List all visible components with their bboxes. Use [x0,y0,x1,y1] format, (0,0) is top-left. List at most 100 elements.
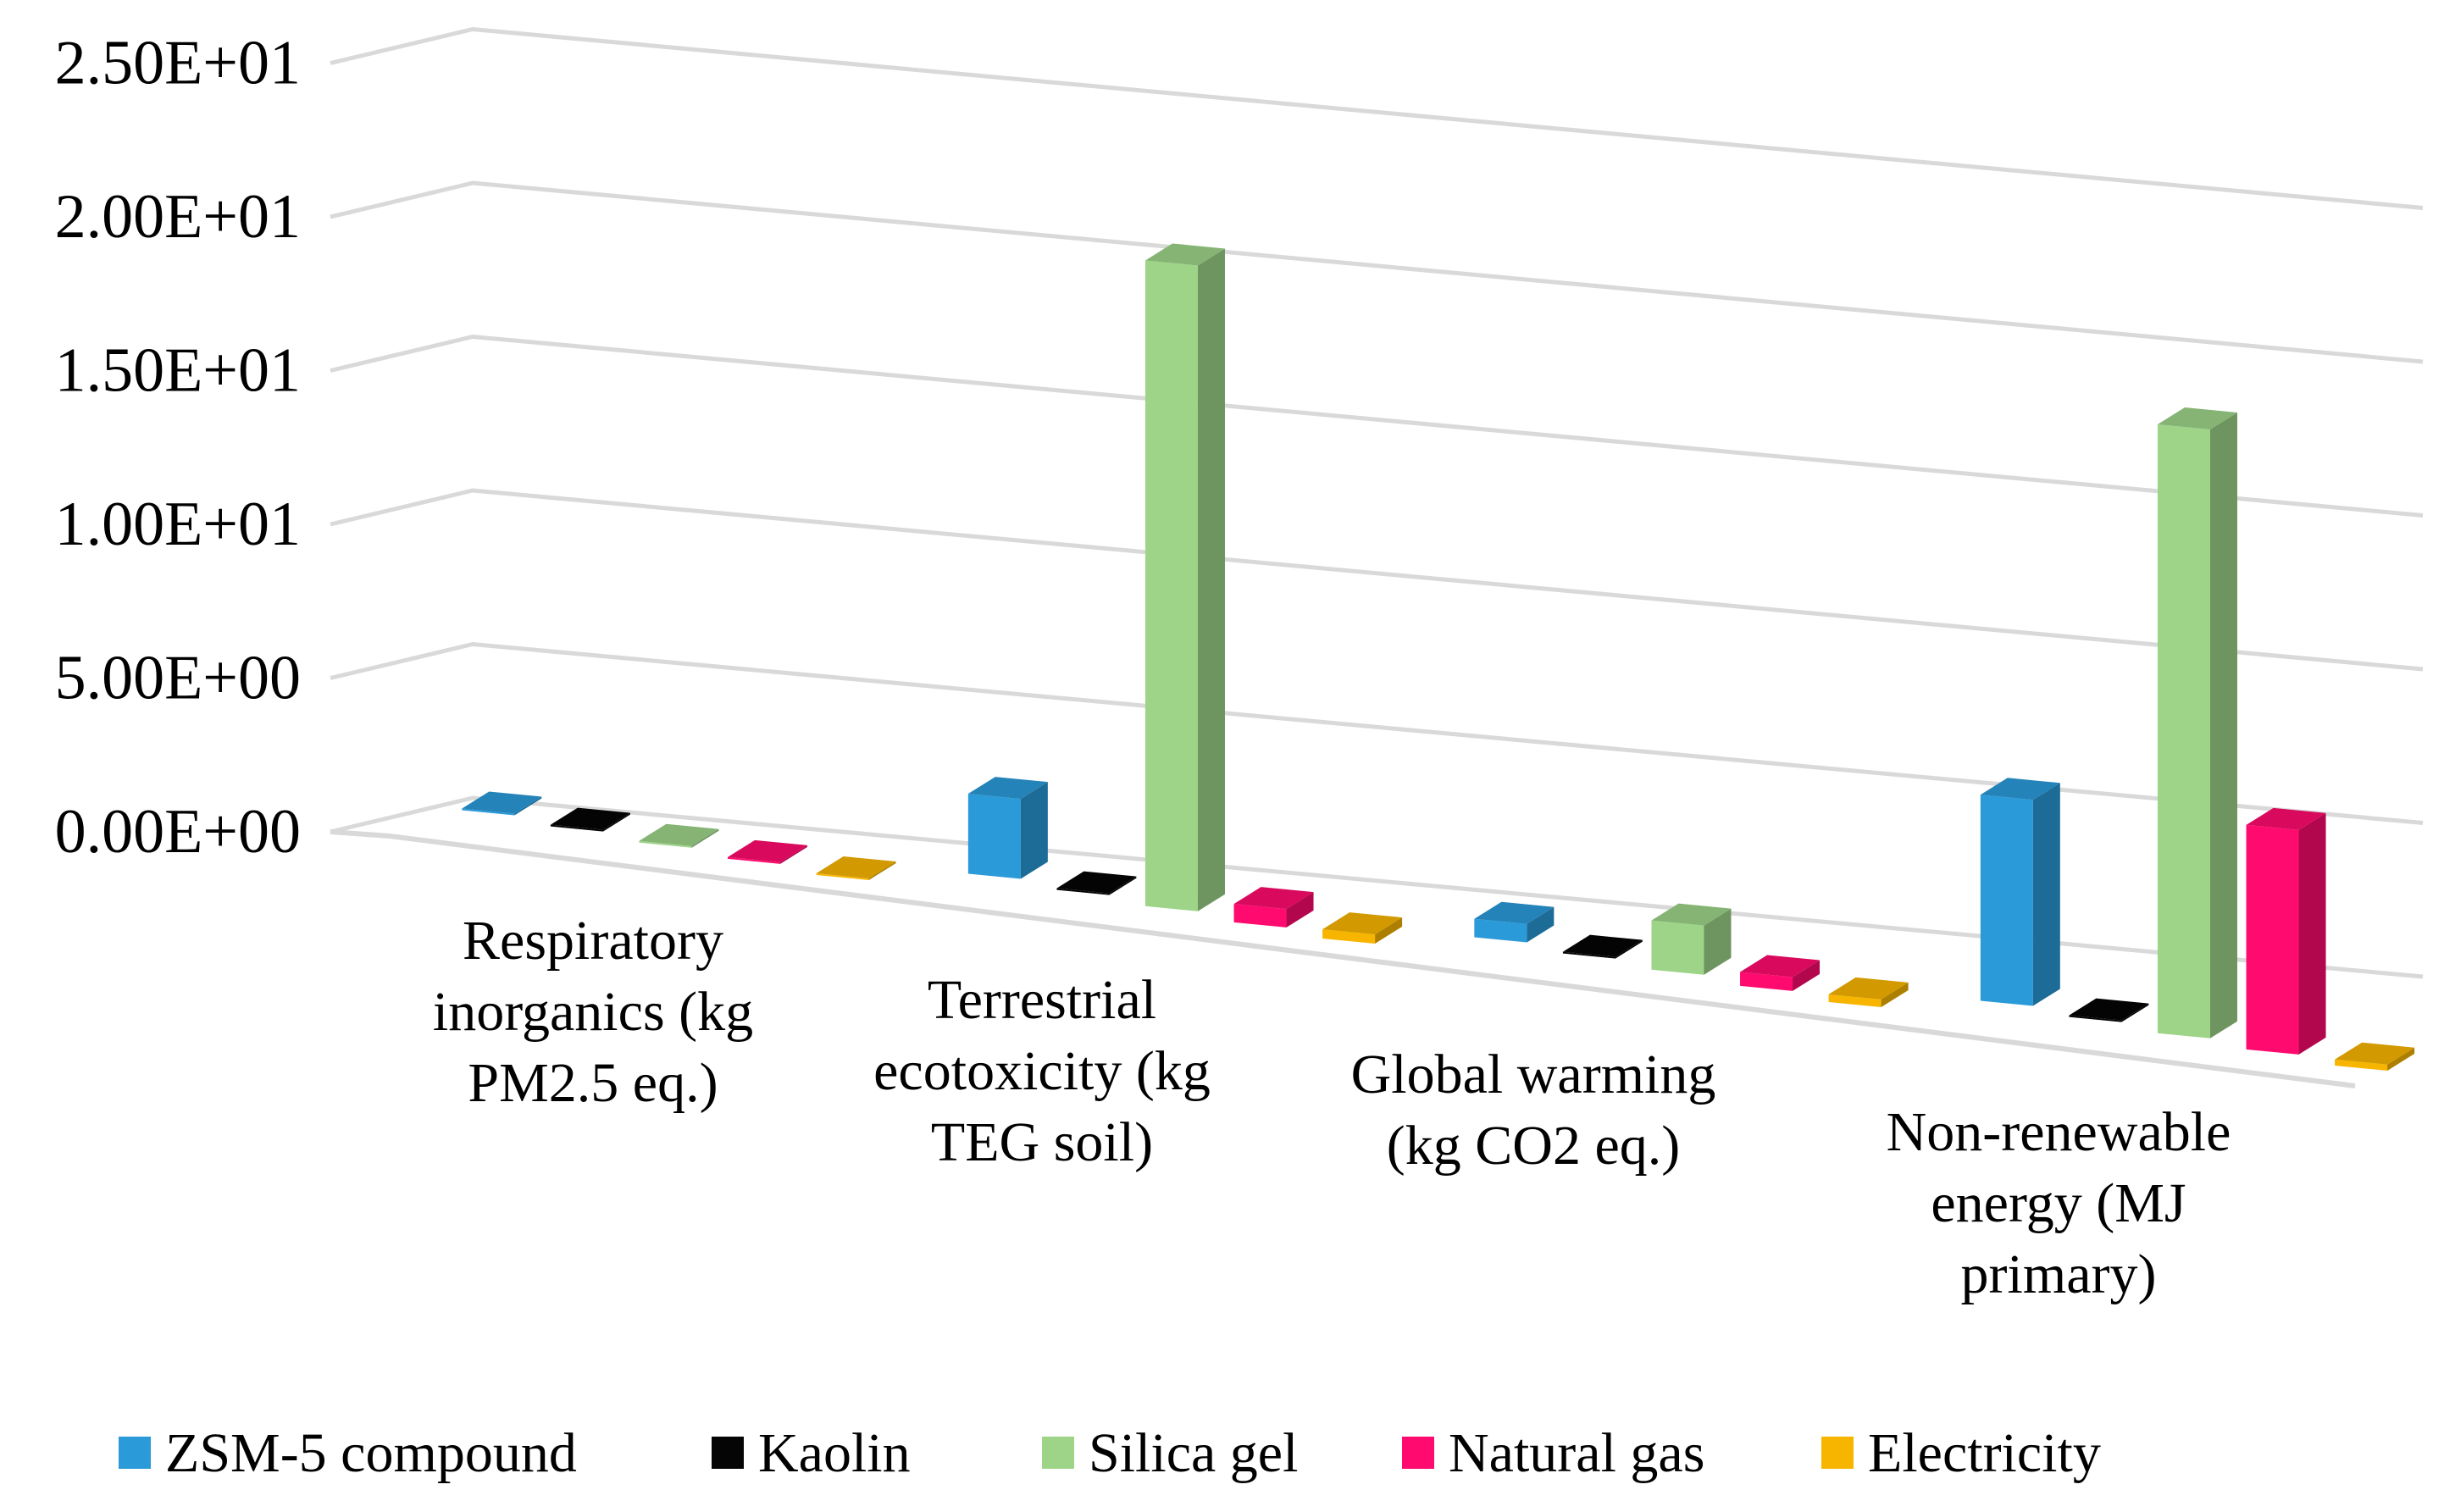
bar [1322,912,1403,944]
bar-top [1144,243,1225,266]
bar-top [2246,807,2326,830]
category-label: Non-renewable [1887,1101,2231,1163]
bar-side [2298,812,2326,1055]
bar [2157,407,2237,1038]
gridline [330,26,2424,210]
bar-front [1233,904,1287,928]
bar-top [1740,955,1821,978]
bar-side [1375,917,1403,944]
legend-swatch [1042,1437,1074,1469]
bar-side [1286,892,1314,928]
category-label: inorganics (kg [433,981,753,1043]
bar [1980,778,2060,1006]
bar-top [462,791,542,814]
bar-top [1651,903,1732,926]
bar [728,839,808,864]
bar [816,856,896,880]
bar-front [1144,260,1198,911]
bar-side [1527,906,1555,943]
y-tick-label: 1.00E+01 [55,490,301,559]
y-tick-label: 5.00E+00 [55,644,301,713]
bar-top [1233,887,1314,910]
bar-front [816,873,869,880]
legend-label: ZSM-5 compound [165,1422,577,1484]
bar-front [550,824,603,832]
bar [1740,955,1821,991]
bar [1474,901,1555,943]
bar [462,791,542,816]
bar-top [1474,901,1555,924]
bar-side [1615,939,1643,959]
bars [462,243,2415,1071]
category-label: primary) [1961,1243,2157,1305]
category-label: PM2.5 eq.) [468,1052,718,1114]
bar-front [1056,888,1110,895]
bar [1828,977,1909,1007]
category-label: TEG soil) [931,1111,1153,1173]
y-tick-label: 0.00E+00 [55,797,301,867]
category-label: ecotoxicity (kg [873,1040,1211,1102]
bar-top [967,777,1048,800]
category-labels: Respiratory inorganics (kg PM2.5 eq.) Terre… [433,910,2231,1305]
bar [1144,243,1225,911]
bar-front [639,840,692,848]
bar [1562,934,1643,959]
bar-top [2069,998,2149,1021]
bar-side [691,828,719,848]
bar-side [1020,782,1048,879]
bar-front [2246,824,2299,1055]
bar [2335,1042,2415,1071]
bar-top [2335,1042,2415,1065]
y-tick-label: 2.00E+01 [55,182,301,252]
bar-side [1704,908,1732,975]
bar-top [816,856,896,878]
bar-side [514,796,542,816]
bar-top [1562,934,1643,957]
gridline [330,488,2424,672]
legend-swatch [1402,1437,1434,1469]
bar-top [1828,977,1909,1000]
bar-top [1980,778,2060,800]
bar [2069,998,2149,1022]
bar-top [1056,871,1137,894]
bar-top [728,839,808,862]
bar [1233,887,1314,928]
legend-label: Silica gel [1089,1422,1298,1484]
category-label: Terrestrial [928,969,1156,1031]
gridline [330,641,2424,825]
gridline [330,180,2424,364]
floor-edge [330,829,2356,1088]
category-label: (kg CO2 eq.) [1387,1115,1680,1177]
bar-front [1562,951,1615,959]
category-label: Global warming [1351,1044,1716,1105]
category-label: Respiratory [463,910,723,972]
bar-front [1474,918,1527,943]
gridline [330,334,2424,518]
bar-front [967,794,1021,879]
legend-swatch [1821,1437,1854,1469]
bar-front [2157,424,2210,1038]
y-tick-label: 1.50E+01 [55,336,301,406]
bar [1056,871,1137,895]
bar-top [639,823,719,846]
bar-side [1793,960,1821,991]
bar-front [1828,994,1881,1007]
bar-front [2335,1059,2388,1071]
bar [639,823,719,848]
bar [967,777,1048,879]
bar-top [2157,407,2237,430]
bar-front [1322,929,1376,944]
bar [1651,903,1732,975]
bar-front [1651,920,1704,975]
bar-side [602,812,630,832]
bar-front [462,808,515,816]
bar-top [1322,912,1403,935]
bar-side [2032,783,2060,1006]
bar-side [1881,982,1909,1007]
legend: ZSM-5 compound Kaolin Silica gel Natural ga… [119,1422,2101,1484]
legend-swatch [119,1437,151,1469]
bar-side [2121,1003,2149,1022]
legend-label: Kaolin [758,1422,911,1484]
bar-front [2069,1015,2122,1022]
